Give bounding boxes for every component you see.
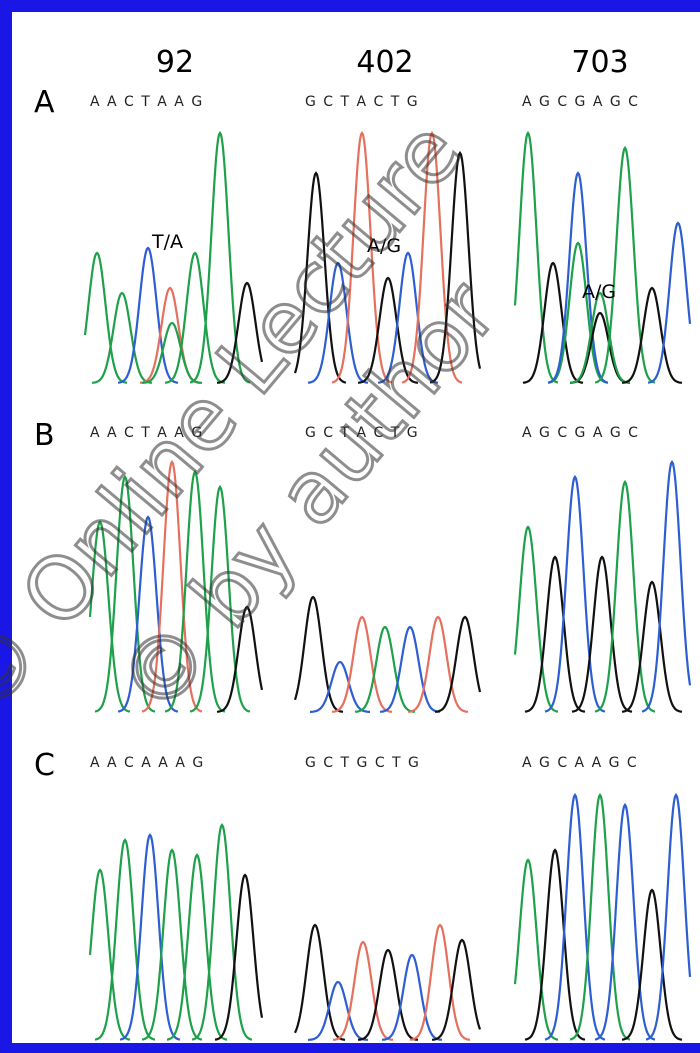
row-label: C bbox=[34, 748, 55, 783]
column-header: 92 bbox=[156, 45, 194, 80]
figure: 92 402 703 A B C A A C T A A G G C T A C… bbox=[0, 0, 700, 1053]
column-header: 703 bbox=[571, 45, 628, 80]
sequence: A G C A A G C bbox=[522, 755, 638, 771]
row-label: A bbox=[34, 85, 55, 120]
sequence: A A C A A A G bbox=[90, 755, 205, 771]
annotation: T/A bbox=[151, 231, 183, 253]
row-label: B bbox=[34, 418, 55, 453]
sequence: A G C G A G C bbox=[522, 425, 639, 441]
sequence: G C T G C T G bbox=[305, 755, 420, 771]
sequence: A A C T A A G bbox=[90, 94, 204, 110]
column-header: 402 bbox=[356, 45, 413, 80]
sequence: A G C G A G C bbox=[522, 94, 639, 110]
annotation: A/G bbox=[582, 281, 616, 303]
